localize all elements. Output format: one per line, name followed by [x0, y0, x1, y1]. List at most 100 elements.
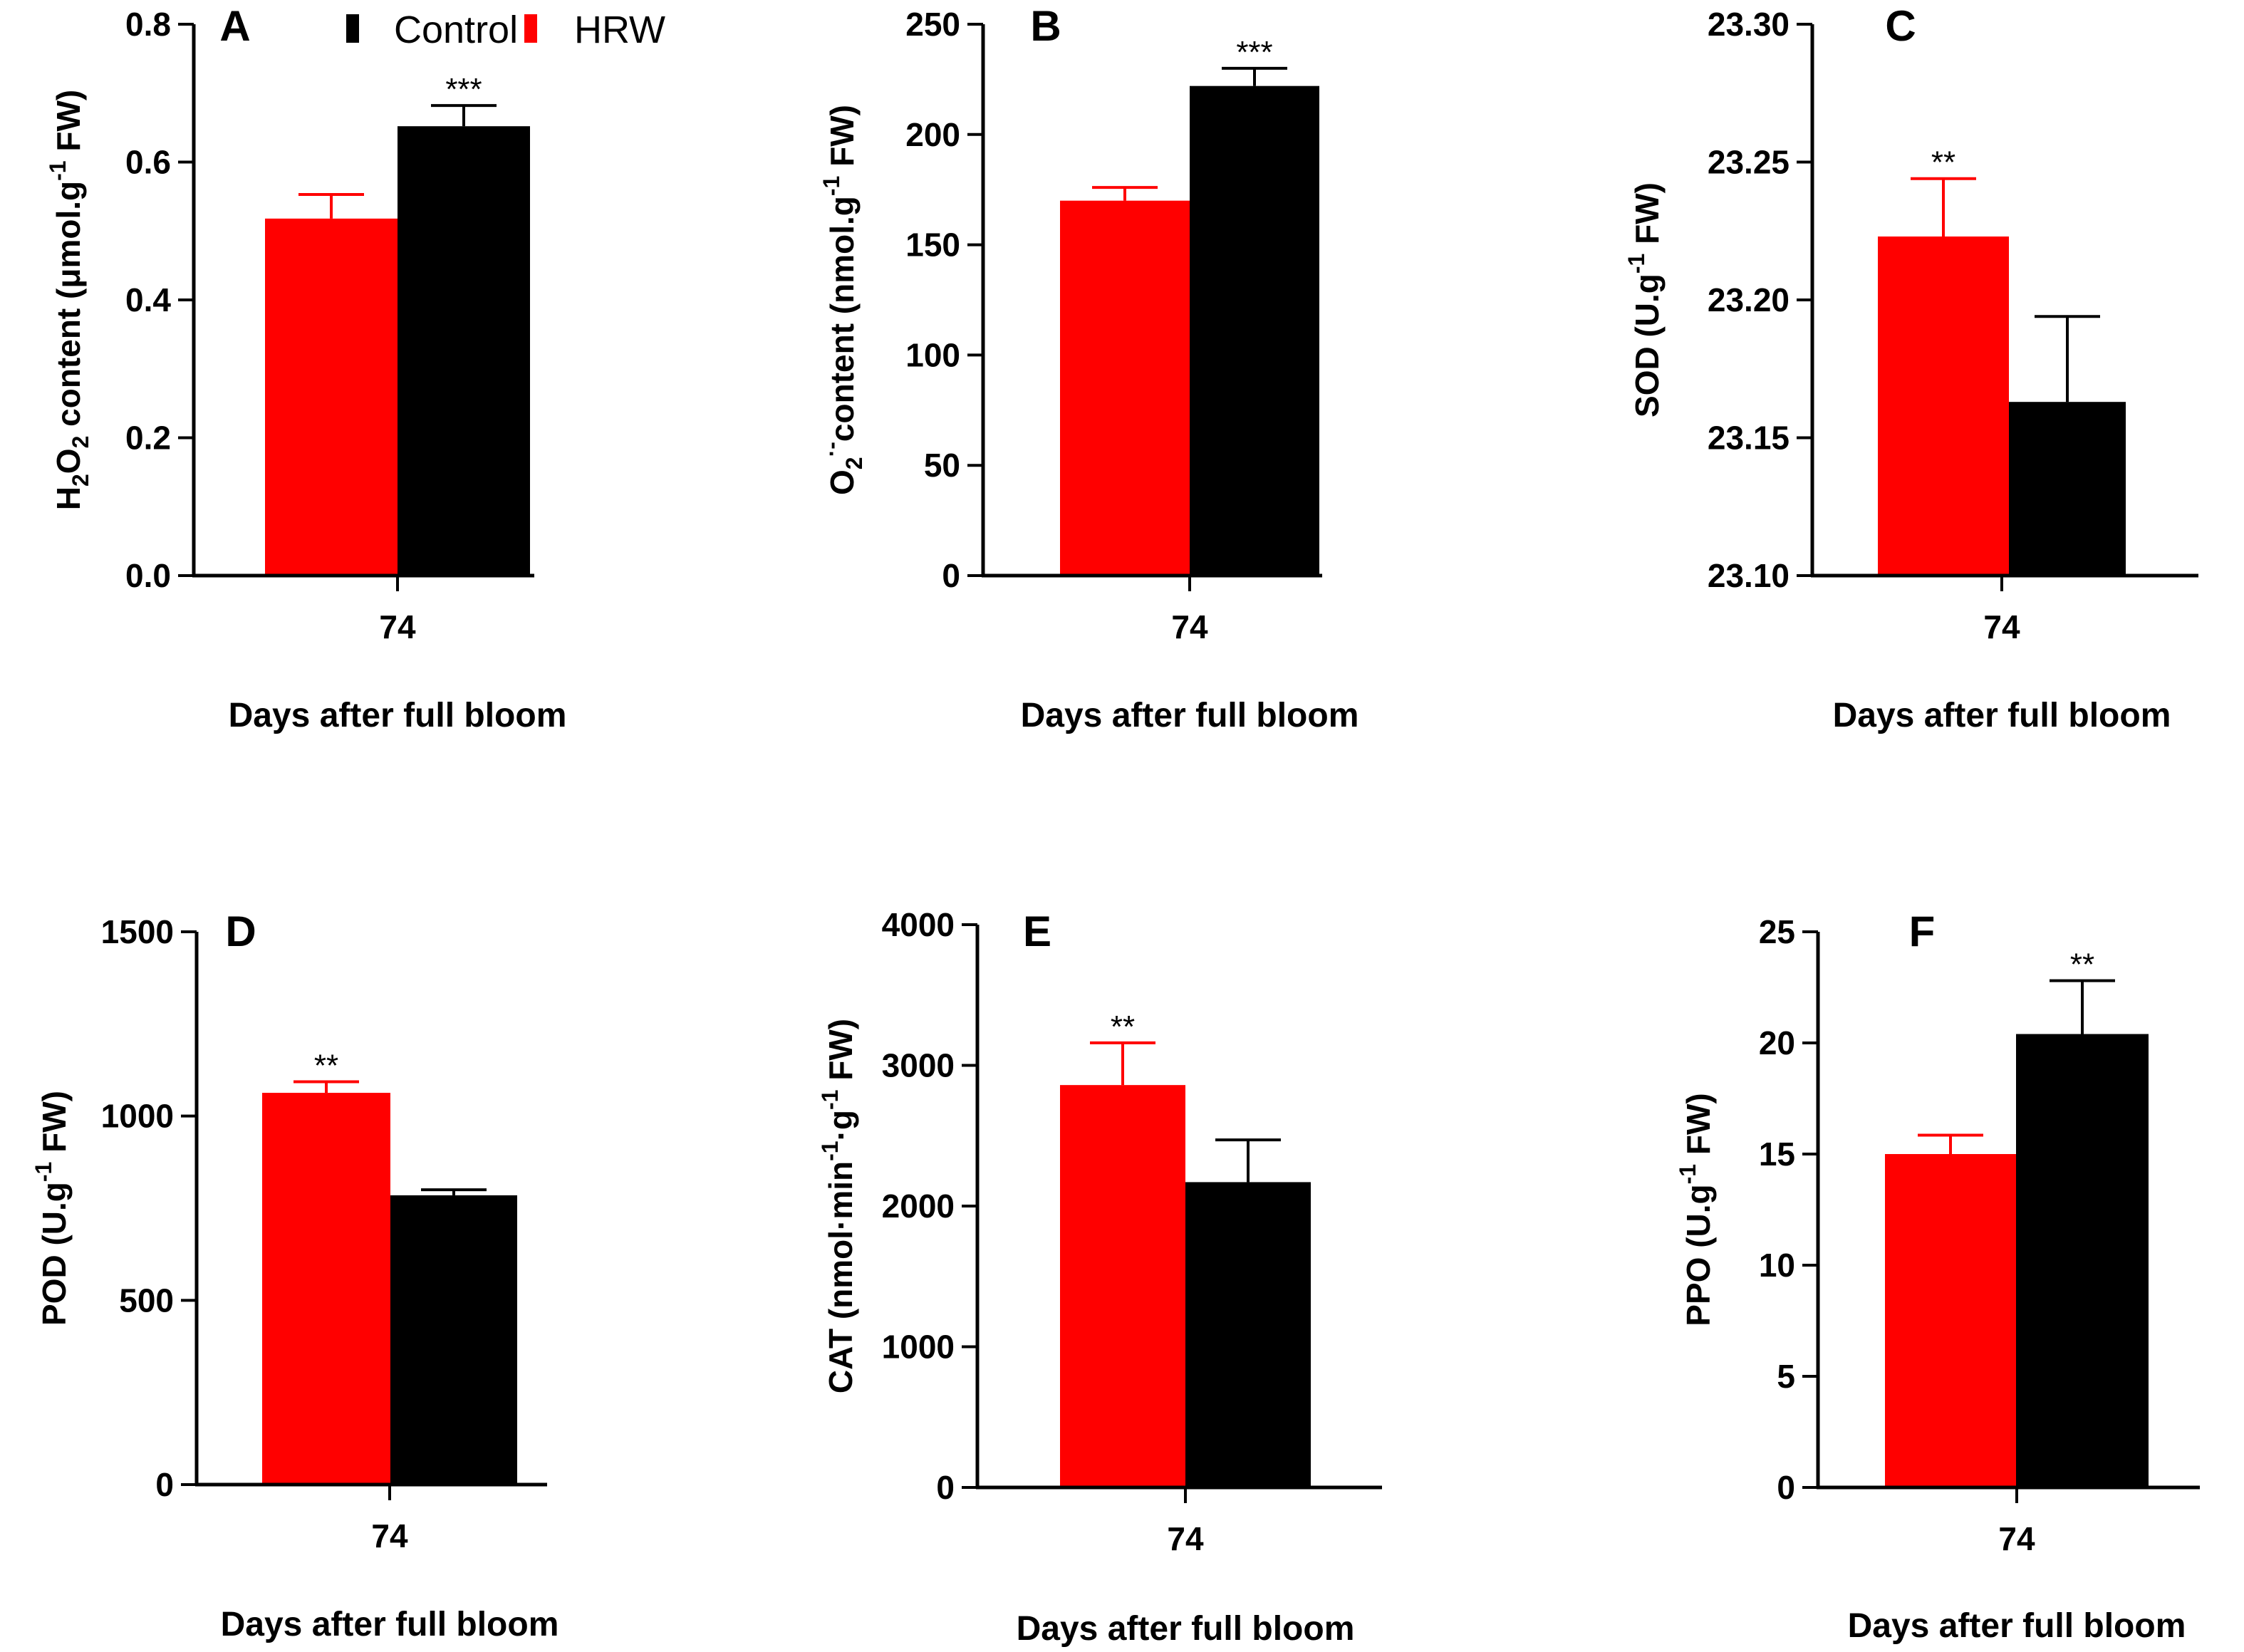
- y-tick-label-f-1: 5: [1777, 1358, 1795, 1395]
- y-axis-title-a: H2O2 content (μmol.g-1 FW): [45, 90, 93, 510]
- legend-swatch-control: [346, 14, 359, 43]
- y-tick-label-c-2: 23.20: [1708, 281, 1790, 318]
- y-axis-title-part-c-2: FW): [1629, 182, 1666, 254]
- panel-letter-d: D: [225, 908, 256, 955]
- y-tick-label-b-3: 150: [905, 227, 960, 264]
- panel-letter-c: C: [1885, 2, 1916, 50]
- significance-b: ***: [1236, 35, 1272, 70]
- panel-letter-b: B: [1030, 2, 1061, 50]
- y-axis-title-c: SOD (U.g-1 FW): [1624, 182, 1666, 417]
- y-tick-label-e-0: 0: [936, 1469, 955, 1506]
- y-tick-label-e-3: 3000: [882, 1047, 955, 1084]
- y-tick-label-b-5: 250: [905, 6, 960, 43]
- x-tick-label-b: 74: [1171, 608, 1208, 645]
- y-tick-label-e-2: 2000: [882, 1188, 955, 1225]
- y-axis-title-part-b-5: FW): [824, 105, 861, 176]
- bar-c-hrw: [1878, 236, 2009, 576]
- significance-e: **: [1111, 1009, 1135, 1044]
- y-axis-title-part-b-0: O: [824, 469, 861, 495]
- y-tick-label-b-4: 200: [905, 116, 960, 153]
- significance-c: **: [1931, 145, 1955, 180]
- legend-label-hrw: HRW: [574, 9, 665, 51]
- y-axis-title-part-a-5: -1: [45, 160, 71, 180]
- y-axis-title-f: PPO (U.g-1 FW): [1675, 1093, 1717, 1326]
- bar-c-control: [2009, 402, 2126, 576]
- y-axis-title-b: O2·-content (nmol.g-1 FW): [819, 105, 867, 495]
- x-axis-title-c: Days after full bloom: [1833, 697, 2171, 734]
- bar-f-control: [2016, 1034, 2149, 1487]
- x-axis-title-b: Days after full bloom: [1021, 697, 1359, 734]
- panel-b: B *** 0 50 100 150 200 250 74 Days after full blo…: [819, 2, 1359, 734]
- x-tick-label-e: 74: [1167, 1520, 1204, 1557]
- panel-c: C ** 23.10 23.15 23.20 23.25 23.30 74 Days after…: [1624, 2, 2198, 734]
- y-tick-label-b-2: 100: [905, 336, 960, 373]
- bar-b-hrw: [1060, 200, 1190, 576]
- y-axis-title-part-b-2: ·-: [819, 442, 844, 457]
- y-axis-title-d: POD (U.g-1 FW): [31, 1091, 73, 1326]
- y-tick-label-f-5: 25: [1759, 913, 1795, 950]
- panels: A *** 0.0 0.2 0.4 0.6 0.8 74 Days after full blo…: [31, 2, 2200, 1648]
- y-axis-title-part-a-1: 2: [68, 474, 93, 487]
- y-tick-label-f-2: 10: [1759, 1247, 1795, 1284]
- y-axis-title-part-d-0: POD (U.g: [36, 1182, 73, 1326]
- y-axis-title-part-d-1: -1: [31, 1162, 56, 1182]
- y-tick-label-a-3: 0.6: [125, 144, 171, 181]
- x-axis-title-f: Days after full bloom: [1848, 1607, 2186, 1645]
- y-tick-label-a-2: 0.4: [125, 281, 171, 318]
- y-axis-title-part-a-0: H: [50, 487, 87, 510]
- y-axis-title-part-e-2: ·g: [822, 1110, 859, 1141]
- y-axis-title-part-c-0: SOD (U.g: [1629, 274, 1666, 417]
- y-axis-title-part-b-1: 2: [841, 457, 867, 469]
- bar-a-hrw: [265, 218, 398, 576]
- significance-f: **: [2070, 947, 2094, 982]
- y-axis-title-part-a-3: 2: [68, 436, 93, 449]
- panel-letter-a: A: [219, 2, 250, 50]
- y-tick-label-d-1: 500: [119, 1282, 174, 1319]
- y-axis-title-part-a-6: FW): [50, 90, 87, 161]
- y-tick-label-f-0: 0: [1777, 1469, 1795, 1506]
- x-tick-label-a: 74: [379, 608, 416, 645]
- y-axis-title-part-e-3: -1: [817, 1090, 843, 1110]
- x-tick-label-d: 74: [371, 1517, 408, 1554]
- panel-letter-e: E: [1023, 908, 1051, 955]
- legend-swatch-hrw: [524, 14, 537, 43]
- x-axis-title-d: Days after full bloom: [221, 1606, 559, 1643]
- y-tick-label-a-1: 0.2: [125, 420, 171, 457]
- y-tick-label-b-0: 0: [942, 557, 960, 594]
- y-axis-title-part-b-4: -1: [819, 176, 844, 196]
- y-tick-label-f-4: 20: [1759, 1024, 1795, 1061]
- significance-a: ***: [445, 72, 482, 107]
- panel-letter-f: F: [1909, 908, 1936, 955]
- y-axis-title-e: CAT (nmol·min-1·g-1 FW): [817, 1019, 859, 1393]
- y-axis-title-part-a-2: O: [50, 448, 87, 474]
- y-axis-title-part-e-1: -1: [817, 1141, 843, 1160]
- y-tick-label-a-0: 0.0: [125, 557, 171, 594]
- y-tick-label-c-3: 23.25: [1708, 144, 1790, 181]
- panel-e: E ** 0 1000 2000 3000 4000 74 Days after full bl…: [817, 906, 1382, 1648]
- y-tick-label-c-0: 23.10: [1708, 557, 1790, 594]
- y-axis-title-part-d-2: FW): [36, 1091, 73, 1162]
- y-axis-title-part-f-2: FW): [1680, 1093, 1717, 1164]
- y-axis-title-part-b-3: content (nmol.g: [824, 196, 861, 442]
- y-tick-label-c-1: 23.15: [1708, 420, 1790, 457]
- y-axis-title-part-f-0: PPO (U.g: [1680, 1184, 1717, 1326]
- bar-a-control: [398, 126, 530, 576]
- y-tick-label-d-3: 1500: [101, 913, 174, 950]
- bar-e-hrw: [1060, 1085, 1185, 1487]
- bar-d-hrw: [262, 1093, 390, 1485]
- bar-b-control: [1190, 85, 1319, 576]
- y-tick-label-a-4: 0.8: [125, 6, 171, 43]
- y-tick-label-e-4: 4000: [882, 906, 955, 943]
- x-axis-title-a: Days after full bloom: [229, 697, 567, 734]
- y-tick-label-b-1: 50: [924, 447, 960, 484]
- y-tick-label-e-1: 1000: [882, 1329, 955, 1366]
- y-axis-title-part-f-1: -1: [1675, 1164, 1700, 1184]
- y-axis-title-part-c-1: -1: [1624, 254, 1649, 274]
- y-axis-title-part-a-4: content (μmol.g: [50, 181, 87, 436]
- x-tick-label-c: 74: [1983, 608, 2020, 645]
- panel-a: A *** 0.0 0.2 0.4 0.6 0.8 74 Days after full blo…: [45, 2, 566, 734]
- y-tick-label-d-0: 0: [155, 1466, 174, 1503]
- panel-d: D ** 0 500 1000 1500 74 Days after full bloom PO…: [31, 908, 559, 1643]
- y-tick-label-d-2: 1000: [101, 1098, 174, 1135]
